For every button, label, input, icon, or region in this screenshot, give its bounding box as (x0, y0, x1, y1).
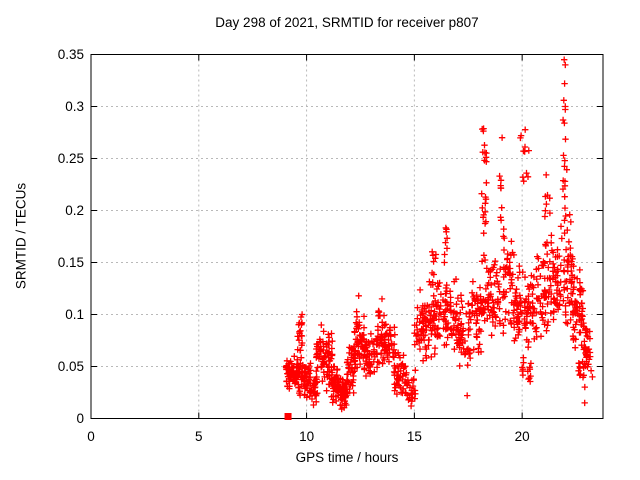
svg-text:0.15: 0.15 (58, 255, 84, 270)
svg-text:0.3: 0.3 (65, 99, 84, 114)
svg-text:5: 5 (195, 429, 203, 444)
svg-text:10: 10 (299, 429, 314, 444)
svg-text:15: 15 (407, 429, 422, 444)
scatter-points (282, 56, 596, 413)
x-axis-label: GPS time / hours (295, 450, 399, 465)
svg-text:20: 20 (515, 429, 530, 444)
chart-title: Day 298 of 2021, SRMTID for receiver p80… (215, 15, 479, 30)
grid-lines (91, 54, 603, 419)
svg-text:0: 0 (76, 411, 84, 426)
svg-text:0.1: 0.1 (65, 307, 84, 322)
start-square-marker (284, 413, 292, 420)
svg-text:0.05: 0.05 (58, 359, 84, 374)
svg-text:0.35: 0.35 (58, 47, 84, 62)
tick-labels: 0 5 10 15 20 0 0.05 0.1 0.15 0.2 0.25 0.3 0.35 (58, 47, 530, 444)
svg-text:0.25: 0.25 (58, 151, 84, 166)
plot-frame (90, 54, 604, 419)
svg-text:0.2: 0.2 (65, 203, 84, 218)
svg-text:0: 0 (87, 429, 95, 444)
